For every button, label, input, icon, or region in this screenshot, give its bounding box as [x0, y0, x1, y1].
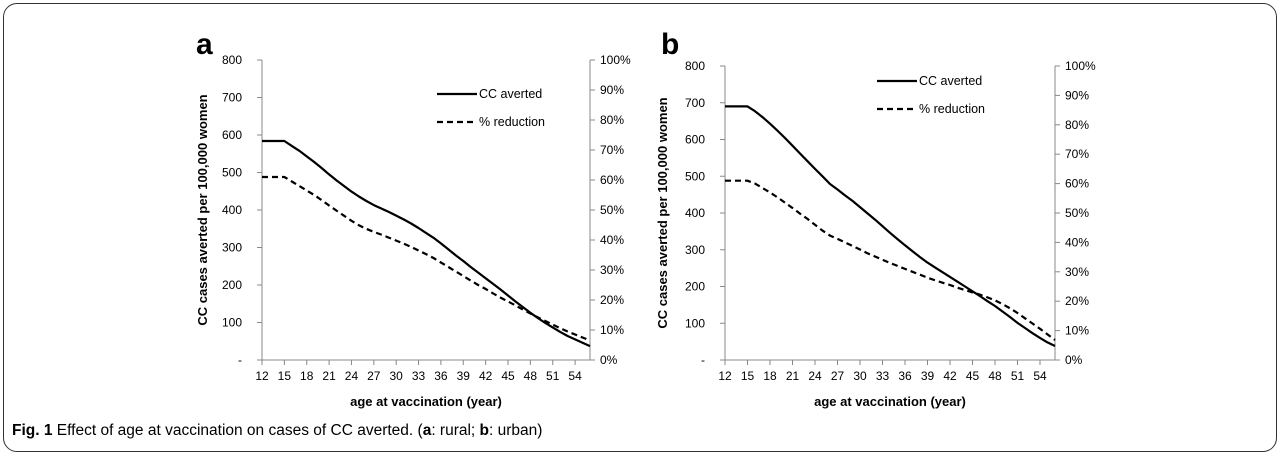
y-tick-label-right: 90%: [600, 83, 624, 97]
caption-b-text: : urban): [489, 422, 543, 439]
y-tick-label-left: 400: [222, 203, 242, 217]
chart-panel-a: - 100 200 300 400 500 600 700 800 0% 10% 20% 30% 40% 5…: [195, 28, 631, 409]
x-tick-label: 21: [786, 369, 800, 383]
y-tick-label-left: 400: [685, 206, 705, 220]
series-line-cc-averted: [725, 105, 1056, 347]
y-tick-label-left: 700: [685, 96, 705, 110]
x-tick-label: 54: [1033, 369, 1047, 383]
y-tick-label-left: 600: [222, 128, 242, 142]
y-tick-label-left: 200: [222, 278, 242, 292]
x-tick-label: 24: [808, 369, 822, 383]
x-tick-label: 27: [831, 369, 845, 383]
x-tick-label: 27: [367, 369, 381, 383]
x-tick-label: 21: [322, 369, 336, 383]
y-tick-label-right: 100%: [600, 53, 631, 67]
y-tick-label-left: 300: [685, 243, 705, 257]
series-line-percent-reduction: [262, 175, 591, 342]
y-tick-label-right: 10%: [600, 323, 624, 337]
legend-label: CC averted: [919, 74, 982, 88]
y-tick-label-left: 700: [222, 91, 242, 105]
chart-panel-b: - 100 200 300 400 500 600 700 800 0% 10% 20% 30% 40% 5…: [655, 28, 1096, 409]
y-tick-label-right: 0%: [1065, 353, 1083, 367]
x-axis-title: age at vaccination (year): [350, 394, 502, 409]
caption-b-label: b: [479, 422, 490, 439]
y-tick-label-right: 40%: [1065, 235, 1089, 249]
y-tick-label-left: 600: [685, 133, 705, 147]
x-tick-label: 36: [898, 369, 912, 383]
x-tick-label: 18: [300, 369, 314, 383]
y-tick-label-right: 30%: [600, 263, 624, 277]
y-tick-label-left: 200: [685, 280, 705, 294]
x-tick-label: 51: [1011, 369, 1025, 383]
x-tick-label: 42: [943, 369, 957, 383]
x-tick-label: 39: [457, 369, 471, 383]
x-tick-label: 30: [390, 369, 404, 383]
y-tick-label-right: 40%: [600, 233, 624, 247]
y-tick-label-left: 500: [685, 169, 705, 183]
y-tick-label-right: 20%: [1065, 294, 1089, 308]
x-tick-label: 39: [921, 369, 935, 383]
x-tick-label: 36: [434, 369, 448, 383]
x-tick-label: 33: [876, 369, 890, 383]
x-tick-label: 30: [853, 369, 867, 383]
x-tick-label: 18: [763, 369, 777, 383]
x-tick-label: 12: [255, 369, 269, 383]
x-tick-label: 45: [966, 369, 980, 383]
y-tick-label-left: 100: [222, 316, 242, 330]
x-tick-label: 51: [546, 369, 560, 383]
y-tick-label-right: 60%: [600, 173, 624, 187]
y-tick-label-right: 70%: [1065, 147, 1089, 161]
caption-a-text: : rural;: [431, 422, 480, 439]
x-tick-label: 15: [741, 369, 755, 383]
x-tick-label: 42: [479, 369, 493, 383]
y-tick-label-right: 50%: [1065, 206, 1089, 220]
y-tick-label-right: 70%: [600, 143, 624, 157]
x-tick-label: 48: [988, 369, 1002, 383]
y-axis-title-left: CC cases averted per 100,000 women: [195, 94, 210, 325]
y-tick-label-right: 90%: [1065, 88, 1089, 102]
x-tick-label: 15: [278, 369, 292, 383]
x-axis-title: age at vaccination (year): [814, 394, 966, 409]
panel-label: b: [661, 28, 679, 61]
legend-label: % reduction: [919, 102, 985, 116]
x-tick-label: 24: [345, 369, 359, 383]
figure-caption: Fig. 1 Effect of age at vaccination on c…: [12, 422, 542, 440]
y-tick-label-right: 0%: [600, 353, 618, 367]
y-tick-label-left: 800: [685, 59, 705, 73]
y-tick-label-right: 80%: [600, 113, 624, 127]
y-tick-label-right: 30%: [1065, 265, 1089, 279]
y-tick-label-right: 10%: [1065, 324, 1089, 338]
legend-label: CC averted: [479, 87, 542, 101]
y-tick-label-left: 300: [222, 241, 242, 255]
y-tick-label-right: 80%: [1065, 118, 1089, 132]
y-tick-label-left: 100: [685, 316, 705, 330]
y-tick-label-right: 50%: [600, 203, 624, 217]
series-line-cc-averted: [262, 139, 591, 348]
panel-label: a: [196, 28, 213, 61]
y-tick-label-right: 20%: [600, 293, 624, 307]
series-line-percent-reduction: [725, 179, 1056, 341]
caption-fig-label: Fig. 1: [12, 422, 53, 439]
caption-a-label: a: [422, 422, 432, 439]
x-tick-label: 54: [568, 369, 582, 383]
y-tick-label-left: 800: [222, 53, 242, 67]
y-tick-label-left: -: [238, 353, 242, 367]
x-tick-label: 33: [412, 369, 426, 383]
x-tick-label: 48: [524, 369, 538, 383]
legend-label: % reduction: [479, 115, 545, 129]
x-tick-label: 45: [501, 369, 515, 383]
y-tick-label-right: 60%: [1065, 177, 1089, 191]
figure-frame: [3, 3, 1277, 452]
y-tick-label-left: 500: [222, 166, 242, 180]
caption-text: Effect of age at vaccination on cases of…: [52, 422, 423, 439]
x-tick-label: 12: [718, 369, 732, 383]
y-tick-label-right: 100%: [1065, 59, 1096, 73]
y-tick-label-left: -: [701, 353, 705, 367]
y-axis-title-left: CC cases averted per 100,000 women: [655, 97, 670, 328]
